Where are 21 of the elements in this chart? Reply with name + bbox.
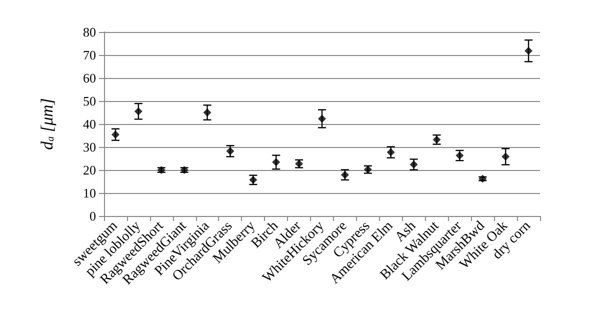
point <box>203 108 212 116</box>
y-tick-label: 0 <box>90 208 96 224</box>
point <box>386 148 395 156</box>
y-tick-label: 40 <box>83 116 96 132</box>
y-tick-label: 60 <box>83 70 96 86</box>
point <box>318 114 326 123</box>
point <box>524 46 533 55</box>
point <box>456 152 464 160</box>
point <box>272 158 280 166</box>
y-tick-label: 70 <box>83 48 96 62</box>
point <box>410 160 418 168</box>
point <box>111 130 120 139</box>
y-axis-title: da [μm] <box>38 98 56 150</box>
y-tick-label: 30 <box>83 140 96 154</box>
point <box>226 147 234 156</box>
point <box>502 152 510 161</box>
point <box>134 107 142 116</box>
y-tick-label: 10 <box>83 186 96 200</box>
y-tick-label: 20 <box>83 162 96 178</box>
y-tick-label: 80 <box>83 24 96 40</box>
y-tick-label: 50 <box>83 94 96 108</box>
